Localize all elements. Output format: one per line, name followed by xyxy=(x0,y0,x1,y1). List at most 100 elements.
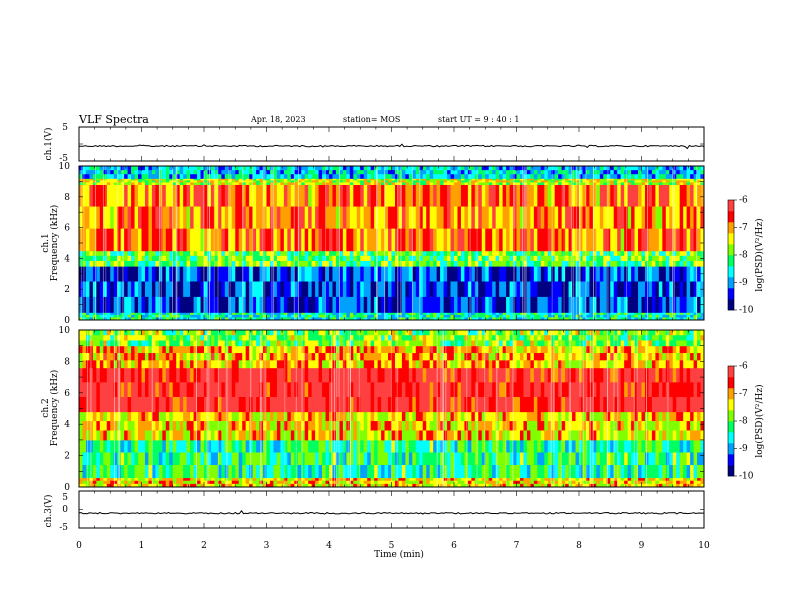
spectrogram-cell xyxy=(329,182,333,185)
spectrogram-cell xyxy=(488,228,493,252)
spectrogram-cell xyxy=(426,228,431,252)
spectrogram-cell xyxy=(700,439,705,453)
spectrogram-cell xyxy=(454,296,458,313)
spectrogram-cell xyxy=(360,250,365,257)
spectrogram-cell xyxy=(322,174,326,179)
spectrogram-cell xyxy=(683,317,688,321)
spectrogram-cell xyxy=(526,281,531,298)
spectrogram-cell xyxy=(394,266,399,282)
spectrogram-cell xyxy=(537,317,542,321)
spectrogram-cell xyxy=(356,452,361,466)
spectrogram-cell xyxy=(221,411,226,422)
spectrogram-cell xyxy=(377,174,382,179)
spectrogram-cell xyxy=(190,260,194,267)
spectrogram-cell xyxy=(579,452,583,466)
spectrogram-cell xyxy=(526,170,531,175)
spectrogram-cell xyxy=(592,260,597,267)
spectrogram-cell xyxy=(690,312,694,316)
spectrogram-cell xyxy=(471,174,476,179)
spectrogram-cell xyxy=(280,430,285,441)
spectrogram-cell xyxy=(280,312,285,316)
spectrogram-cell xyxy=(287,184,292,208)
spectrogram-cell xyxy=(224,260,229,267)
spectrogram-cell xyxy=(516,465,521,479)
spectrogram-cell xyxy=(547,480,552,485)
spectrogram-cell xyxy=(565,312,569,316)
spectrogram-cell xyxy=(120,483,125,488)
spectrogram-cell xyxy=(381,184,385,208)
spectrogram-cell xyxy=(329,184,333,208)
spectrogram-cell xyxy=(419,317,424,321)
spectrogram-cell xyxy=(179,411,184,422)
spectrogram-cell xyxy=(339,421,344,431)
spectrogram-cell xyxy=(443,174,448,179)
spectrogram-cell xyxy=(422,174,427,179)
spectrogram-cell xyxy=(447,182,451,185)
spectrogram-cell xyxy=(172,317,177,321)
spectrogram-cell xyxy=(499,170,504,175)
spectrogram-cell xyxy=(273,250,278,257)
spectrogram-cell xyxy=(224,182,229,185)
spectrogram-cell xyxy=(572,452,576,466)
spectrogram-cell xyxy=(335,255,340,262)
spectrogram-cell xyxy=(631,266,635,282)
spectrogram-cell xyxy=(204,317,208,321)
spectrogram-cell xyxy=(92,184,97,208)
spectrogram-cell xyxy=(641,314,646,318)
spectrogram-cell xyxy=(363,312,368,316)
spectrogram-cell xyxy=(648,184,653,208)
spectrogram-cell xyxy=(429,260,434,267)
spectrogram-cell xyxy=(499,296,504,313)
spectrogram-cell xyxy=(210,166,215,171)
spectrogram-cell xyxy=(131,465,135,479)
spectrogram-cell xyxy=(686,174,691,179)
spectrogram-cell xyxy=(190,170,194,175)
spectrogram-cell xyxy=(627,166,632,171)
spectrogram-cell xyxy=(370,255,375,262)
spectrogram-cell xyxy=(447,174,451,179)
spectrogram-cell xyxy=(388,180,392,183)
spectrogram-cell xyxy=(391,250,396,257)
spectrogram-cell xyxy=(478,452,483,466)
spectrogram-cell xyxy=(592,178,597,181)
spectrogram-cell xyxy=(89,250,94,257)
spectrogram-cell xyxy=(214,174,219,179)
spectrogram-cell xyxy=(440,312,444,316)
spectrogram-cell xyxy=(454,266,458,282)
spectrogram-cell xyxy=(266,452,271,466)
spectrogram-cell xyxy=(217,421,222,431)
spectrogram-cell xyxy=(408,421,413,431)
spectrogram-cell xyxy=(412,170,417,175)
spectrogram-cell xyxy=(582,317,587,321)
spectrogram-cell xyxy=(662,182,667,185)
spectrogram-cell xyxy=(585,250,590,257)
spectrogram-cell xyxy=(280,452,285,466)
spectrogram-cell xyxy=(110,166,115,171)
spectrogram-cell xyxy=(572,178,576,181)
spectrogram-cell xyxy=(693,314,698,318)
spectrogram-cell xyxy=(665,170,670,175)
spectrogram-cell xyxy=(582,483,587,488)
spectrogram-cell xyxy=(224,296,229,313)
spectrogram-cell xyxy=(356,170,361,175)
spectrogram-cell xyxy=(377,250,382,257)
spectrogram-cell xyxy=(575,255,580,262)
spectrogram-cell xyxy=(151,170,156,175)
spectrogram-cell xyxy=(266,178,271,181)
spectrogram-cell xyxy=(447,480,451,485)
spectrogram-cell xyxy=(85,266,90,282)
spectrogram-cell xyxy=(190,430,194,441)
spectrogram-cell xyxy=(283,174,288,179)
spectrogram-cell xyxy=(252,266,257,282)
spectrogram-cell xyxy=(533,255,538,262)
spectrogram-cell xyxy=(447,266,451,282)
spectrogram-cell xyxy=(290,178,295,181)
spectrogram-cell xyxy=(627,184,632,208)
spectrogram-cell xyxy=(353,250,358,257)
spectrogram-cell xyxy=(540,281,545,298)
spectrogram-cell xyxy=(82,228,87,252)
spectrogram-cell xyxy=(485,317,490,321)
spectrogram-cell xyxy=(460,296,465,313)
spectrogram-cell xyxy=(138,483,142,488)
spectrogram-cell xyxy=(537,255,542,262)
